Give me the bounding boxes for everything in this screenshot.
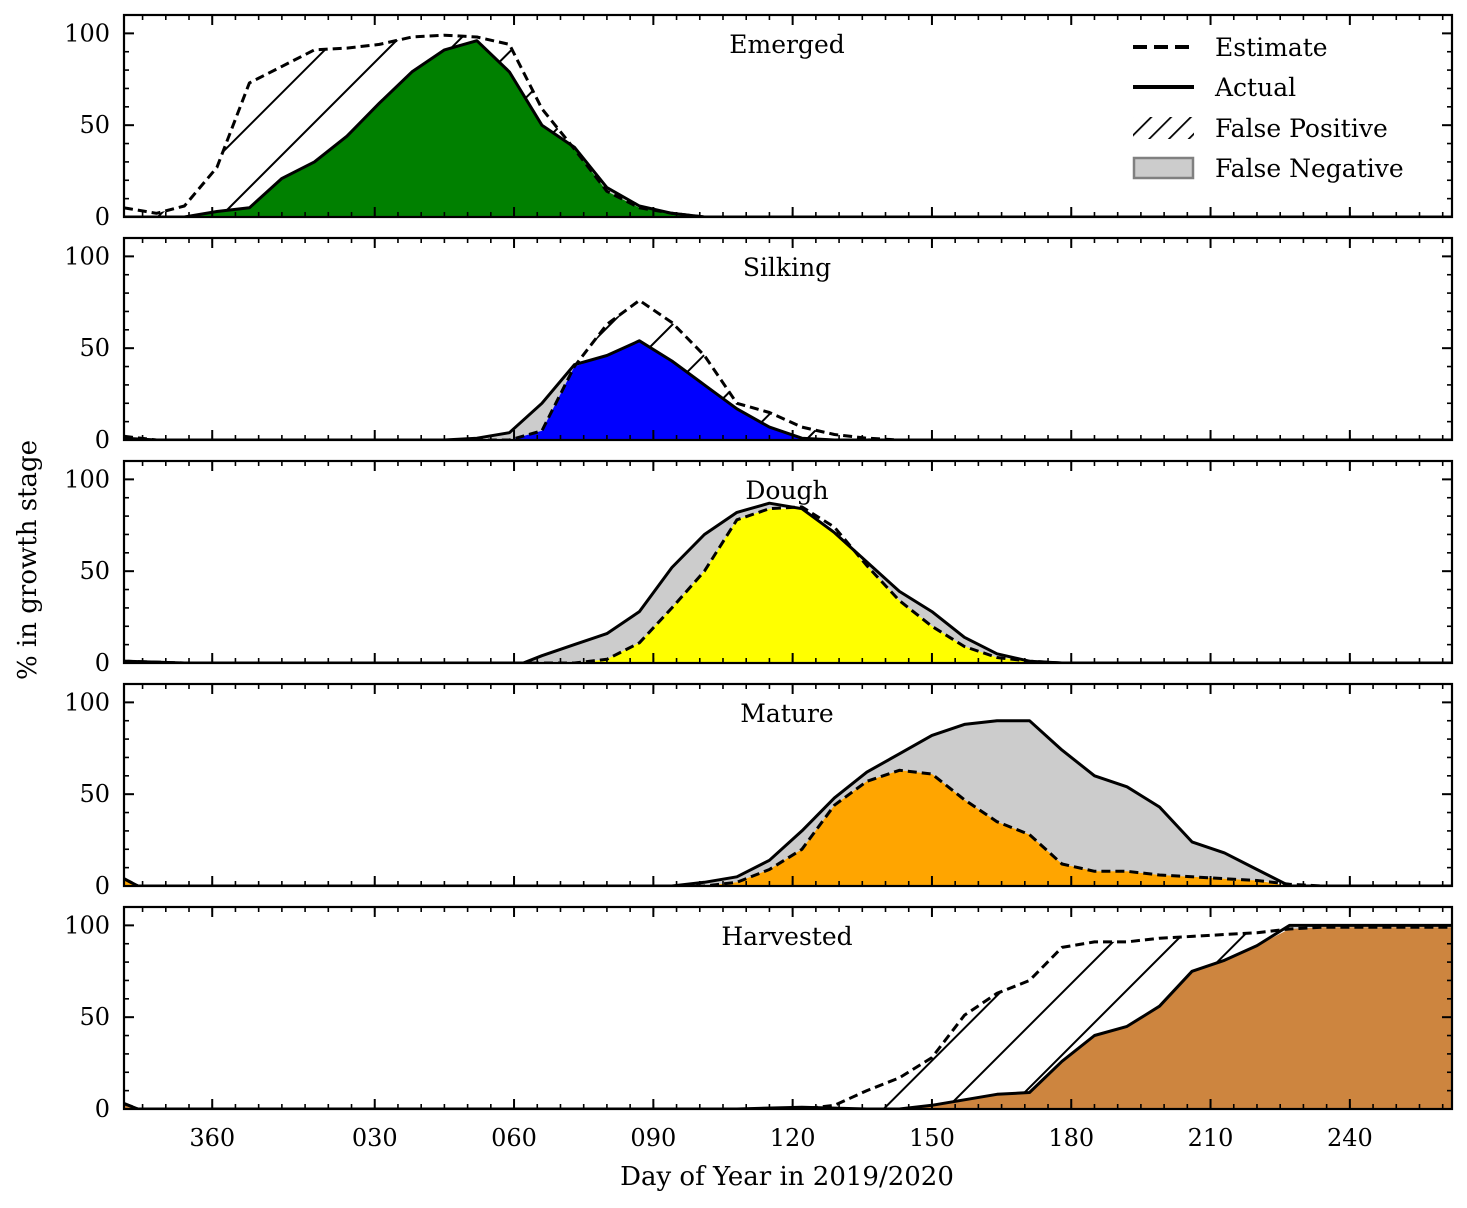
y-tick-label: 50 [79,1003,110,1031]
svg-text:Actual: Actual [1214,73,1296,102]
panel-mature: 0 50 100 Mature [64,682,1454,900]
estimate-line-mature [124,768,1452,886]
svg-text:Estimate: Estimate [1215,33,1328,62]
x-tick-label: 180 [1048,1124,1094,1152]
x-tick-label: 360 [189,1124,235,1152]
y-tick-label: 0 [95,872,110,900]
panel-title-silking: Silking [743,253,831,282]
y-tick-label: 0 [95,649,110,677]
y-tick-label: 100 [64,19,110,47]
legend: Estimate Actual False Positive False Negati… [1132,33,1404,183]
actual-line-harvested [124,923,1452,1109]
y-tick-label: 100 [64,911,110,939]
y-tick-label: 0 [95,203,110,231]
false-negative-area-mature [124,720,1452,886]
actual-line-mature [124,719,1452,886]
y-tick-label: 50 [79,334,110,362]
panel-emerged: 0 50 100 Emerged [64,13,1454,231]
actual-line-silking [124,339,1452,440]
y-tick-label: 0 [95,426,110,454]
y-tick-label: 50 [79,557,110,585]
x-tick-label: 120 [770,1124,816,1152]
panel-harvested: 0 50 100 Harvested 360 030 060 090 120 150 180 210 2… [64,905,1454,1152]
y-tick-label: 50 [79,111,110,139]
estimate-line-dough [124,505,1452,663]
panel-frame [122,236,1454,442]
stage-fill-emerged [124,40,1452,217]
panel-title-harvested: Harvested [721,922,852,951]
x-tick-label: 210 [1188,1124,1234,1152]
panel-frame [122,682,1454,888]
panel-title-dough: Dough [745,476,828,505]
estimate-line-silking [124,298,1452,440]
panel-title-emerged: Emerged [729,30,845,59]
legend-entry-false-positive: False Positive [1133,114,1388,143]
false-positive-area-harvested [124,927,1452,1109]
svg-text:False Negative: False Negative [1215,154,1404,183]
panel-frame [122,905,1454,1111]
actual-line-emerged [124,39,1452,217]
svg-text:False Positive: False Positive [1215,114,1388,143]
y-tick-label: 100 [64,688,110,716]
stage-fill-mature [124,770,1452,886]
false-positive-area-silking [124,300,1452,440]
stage-fill-harvested [124,927,1452,1109]
y-tick-label: 100 [64,242,110,270]
legend-entry-estimate: Estimate [1133,33,1328,62]
y-tick-label: 0 [95,1095,110,1123]
x-tick-label: 060 [491,1124,537,1152]
y-tick-label: 100 [64,465,110,493]
panel-frame [122,13,1454,219]
panel-title-mature: Mature [740,699,833,728]
actual-line-dough [124,501,1452,663]
legend-entry-actual: Actual [1133,73,1296,102]
y-tick-label: 50 [79,780,110,808]
x-axis-label: Day of Year in 2019/2020 [620,1162,954,1192]
stage-fill-dough [124,508,1452,663]
x-tick-label: 240 [1327,1124,1373,1152]
panel-dough: 0 50 100 Dough [64,459,1454,677]
x-tick-label: 150 [909,1124,955,1152]
panel-frame [122,459,1454,665]
y-axis-label: % in growth stage [13,440,43,680]
x-tick-label: 030 [352,1124,398,1152]
estimate-line-harvested [124,925,1452,1109]
false-positive-area-emerged [124,35,1452,217]
panel-silking: 0 50 100 Silking [64,236,1454,454]
legend-entry-false-negative: False Negative [1132,154,1404,183]
x-tick-label: 090 [630,1124,676,1152]
